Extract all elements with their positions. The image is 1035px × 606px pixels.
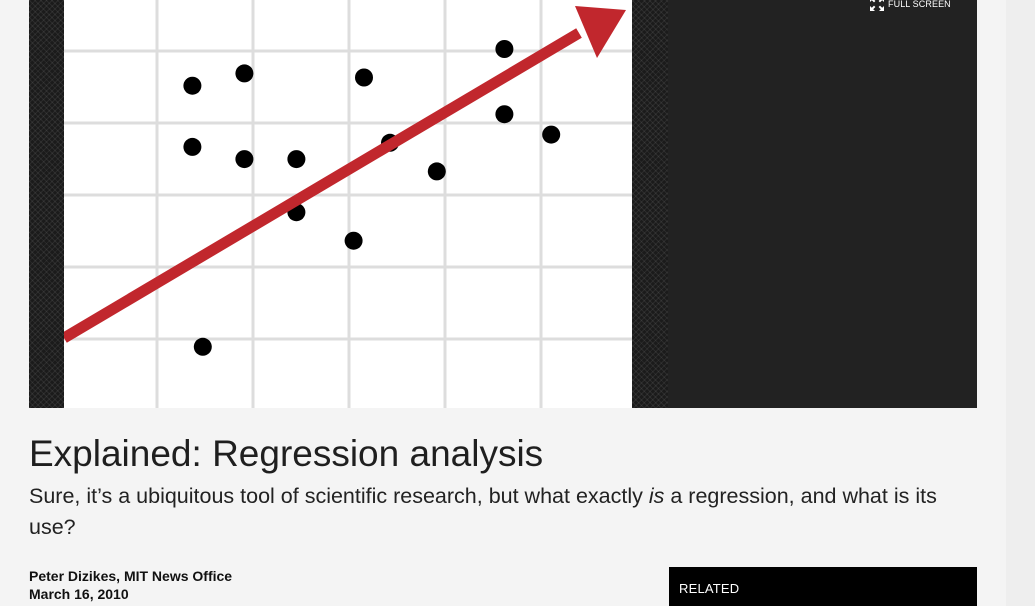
data-point [495,105,514,124]
expand-arrows-icon [870,0,884,11]
data-point [235,150,254,169]
data-point [193,337,212,356]
author-name: Peter Dizikes, MIT News Office [29,568,233,584]
byline: Peter Dizikes, MIT News Office March 16,… [29,567,232,603]
dek-emphasis: is [648,484,665,508]
media-texture-left [29,0,64,408]
data-point [287,150,306,169]
data-point [344,231,363,250]
illustration-grid [64,0,632,408]
dek-text-end: a regression, and what is its use? [29,484,937,539]
data-point [427,162,446,181]
article-title: Explained: Regression analysis [29,433,544,474]
data-point [235,64,254,83]
fullscreen-label: FULL SCREEN [888,0,951,9]
data-point [355,68,373,87]
scrollbar-gutter[interactable] [1006,0,1035,606]
regression-illustration[interactable] [64,0,632,408]
publish-date: March 16, 2010 [29,586,129,602]
fullscreen-button[interactable]: FULL SCREEN [870,0,951,11]
media-viewer: FULL SCREEN [29,0,977,408]
data-point [495,40,514,58]
illustration-points [183,40,561,356]
data-point [183,137,202,156]
regression-illustration-svg [64,0,632,408]
arrow-shaft [64,28,582,343]
media-side-panel [668,0,977,408]
dek-text-start: Sure, it’s a ubiquitous tool of scientif… [29,484,649,508]
data-point [183,76,202,95]
regression-arrow [64,6,626,343]
related-box: RELATED [669,567,977,606]
article-dek: Sure, it’s a ubiquitous tool of scientif… [29,481,979,543]
related-heading: RELATED [679,581,740,596]
data-point [542,125,561,144]
media-texture-right [632,0,668,408]
arrow-head [575,6,626,58]
